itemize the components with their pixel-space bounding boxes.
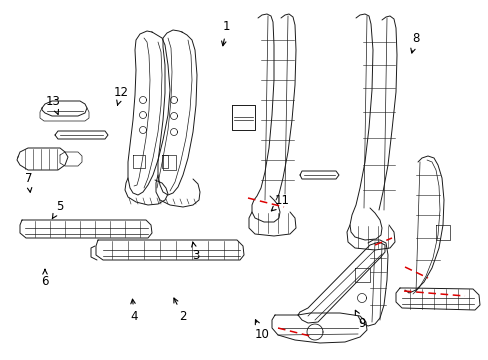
- Text: 5: 5: [52, 201, 63, 219]
- Text: 8: 8: [410, 32, 419, 53]
- Text: 3: 3: [191, 242, 199, 262]
- Text: 7: 7: [24, 172, 32, 192]
- Text: 13: 13: [45, 95, 60, 114]
- Text: 12: 12: [114, 86, 128, 105]
- Text: 1: 1: [221, 21, 230, 46]
- Text: 4: 4: [130, 299, 138, 323]
- Text: 10: 10: [254, 320, 269, 341]
- Text: 11: 11: [271, 194, 289, 211]
- Text: 9: 9: [355, 310, 365, 330]
- Text: 6: 6: [41, 269, 49, 288]
- Text: 2: 2: [174, 298, 186, 323]
